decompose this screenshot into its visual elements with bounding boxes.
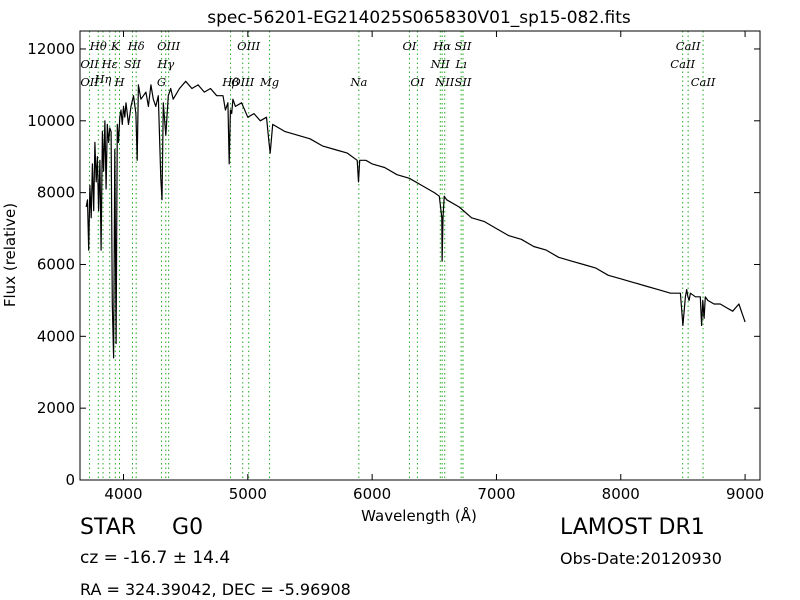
line-label: SII [455, 75, 472, 89]
line-label: OIII [157, 39, 181, 53]
line-label: Hα [432, 39, 451, 53]
line-label: Mg [259, 75, 279, 89]
line-label: K [110, 39, 121, 53]
cz-value: cz = -16.7 [80, 548, 168, 568]
y-tick-label: 6000 [37, 255, 75, 273]
survey-label: LAMOST DR1 [560, 515, 705, 540]
line-label: OIII [237, 39, 261, 53]
line-label: CaII [691, 75, 716, 89]
cz-error: ± 14.4 [172, 548, 231, 568]
line-label: OII [80, 75, 99, 89]
y-axis-label: Flux (relative) [1, 203, 19, 307]
line-label: NII [434, 75, 455, 89]
y-tick-label: 8000 [37, 184, 75, 202]
y-tick-label: 12000 [27, 40, 75, 58]
subclass-label: G0 [172, 515, 204, 540]
plot-frame [79, 30, 761, 481]
line-label: OII [80, 57, 99, 71]
x-tick-label: 7000 [477, 485, 515, 503]
line-label: Hθ [89, 39, 107, 53]
line-label: Hδ [127, 39, 145, 53]
obs-date: Obs-Date:20120930 [560, 549, 722, 568]
class-label: STAR [80, 515, 137, 540]
x-axis-label: Wavelength (Å) [361, 506, 477, 525]
x-tick-label: 5000 [229, 485, 267, 503]
line-label: G [157, 75, 166, 89]
line-label: CaII [676, 39, 701, 53]
x-tick-label: 4000 [104, 485, 142, 503]
y-tick-label: 0 [65, 471, 75, 489]
y-tick-label: 2000 [37, 399, 75, 417]
line-label: SII [124, 57, 141, 71]
line-label: OI [402, 39, 416, 53]
line-label: H [114, 75, 126, 89]
line-label: Hε [101, 57, 118, 71]
spectrum-line [85, 80, 746, 359]
line-label: Lı [454, 57, 467, 71]
star-class: STAR G0 [80, 515, 203, 540]
ra-dec: RA = 324.39042, DEC = -5.96908 [80, 580, 351, 599]
line-label: OIII [231, 75, 255, 89]
line-label: Hη [94, 72, 112, 86]
y-tick-label: 4000 [37, 327, 75, 345]
x-tick-label: 9000 [726, 485, 764, 503]
line-label: Hγ [156, 57, 174, 71]
emission-line-markers [89, 31, 704, 480]
line-label: Na [349, 75, 367, 89]
spectrum-series [85, 80, 746, 359]
line-label: SII [455, 39, 472, 53]
y-tick-label: 10000 [27, 112, 75, 130]
line-label: Hβ [221, 75, 239, 89]
line-label: OI [410, 75, 424, 89]
x-tick-label: 6000 [353, 485, 391, 503]
redshift: cz = -16.7 ± 14.4 [80, 548, 230, 568]
x-tick-label: 8000 [602, 485, 640, 503]
chart-title: spec-56201-EG214025S065830V01_sp15-082.f… [207, 8, 631, 28]
line-label: CaII [670, 57, 695, 71]
line-label: NII [430, 57, 451, 71]
axis-ticks: 4000 5000 6000 7000 8000 9000 0 2000 4000 6000 800… [27, 31, 764, 503]
